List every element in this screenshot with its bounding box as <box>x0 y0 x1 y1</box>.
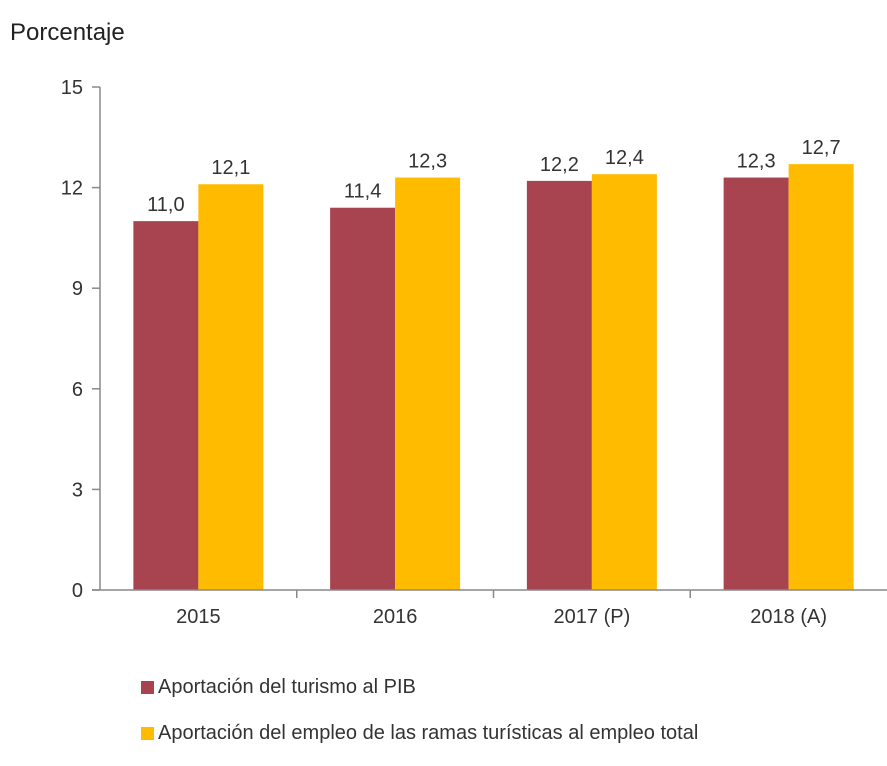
bar <box>133 221 199 590</box>
legend-swatch-empleo <box>141 726 154 740</box>
legend-item-pib: Aportación del turismo al PIB <box>141 674 698 700</box>
x-tick-label: 2016 <box>373 606 418 628</box>
legend: Aportación del turismo al PIB Aportación… <box>141 674 698 766</box>
legend-item-empleo: Aportación del empleo de las ramas turís… <box>141 720 698 746</box>
y-tick-label: 3 <box>72 479 83 501</box>
data-label: 11,4 <box>344 181 381 203</box>
bars: 11,0 12,1 11,4 12,3 12,2 12,4 12,3 12,7 <box>133 137 854 591</box>
data-label: 12,7 <box>802 137 841 159</box>
bar <box>330 207 396 590</box>
legend-label-empleo: Aportación del empleo de las ramas turís… <box>158 721 699 744</box>
bar <box>723 177 789 591</box>
bar-chart: Porcentaje 0 3 6 9 12 15 11,0 12,1 11,4 12,3 12,2… <box>10 19 887 628</box>
y-tick-label: 6 <box>72 379 83 401</box>
data-label: 12,3 <box>737 151 776 173</box>
x-tick-label: 2018 (A) <box>750 606 827 628</box>
legend-swatch-pib <box>141 680 154 694</box>
y-axis-title: Porcentaje <box>10 19 125 46</box>
x-tick-label: 2017 (P) <box>554 606 631 628</box>
x-axis: 2015 2016 2017 (P) 2018 (A) <box>92 589 887 628</box>
x-tick-label: 2015 <box>176 606 221 628</box>
bar <box>788 164 854 591</box>
data-label: 12,4 <box>605 147 644 169</box>
data-label: 12,3 <box>408 151 447 173</box>
y-tick-label: 15 <box>61 77 83 99</box>
bar <box>395 177 461 591</box>
data-label: 12,2 <box>540 154 579 176</box>
y-tick-label: 0 <box>72 580 83 602</box>
y-tick-label: 12 <box>61 178 83 200</box>
y-axis: 0 3 6 9 12 15 <box>61 77 101 602</box>
legend-label-pib: Aportación del turismo al PIB <box>158 675 416 698</box>
bar <box>198 184 264 590</box>
data-label: 11,0 <box>147 194 184 216</box>
y-tick-label: 9 <box>72 278 83 300</box>
data-label: 12,1 <box>211 157 250 179</box>
bar <box>526 180 592 591</box>
bar <box>591 174 657 591</box>
